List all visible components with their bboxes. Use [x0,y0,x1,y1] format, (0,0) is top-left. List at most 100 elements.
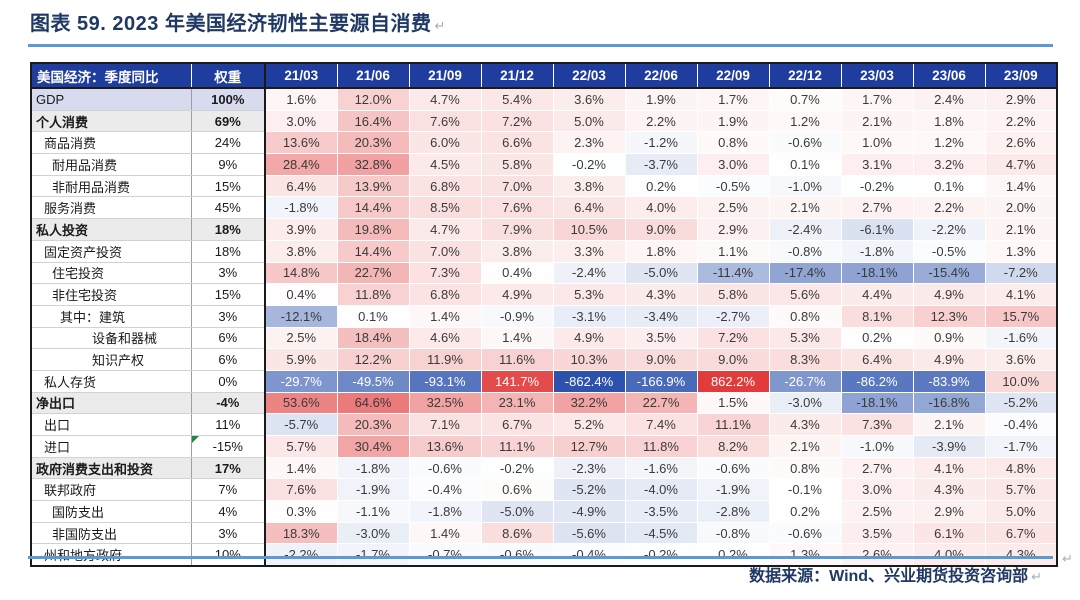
value-cell: -2.4% [553,262,626,285]
value-cell: -0.4% [409,478,482,502]
value-cell: 4.7% [409,218,482,241]
value-cell: -0.6% [769,131,842,155]
value-cell: 11.1% [697,413,770,436]
value-cell: 12.7% [553,435,626,458]
value-cell: 6.0% [409,131,482,155]
value-cell: 0.8% [769,457,842,480]
value-cell: -3.1% [553,305,626,328]
table-row: 耐用品消费 9% 28.4% 32.8% 4.5% 5.8% -0.2% -3.7% 3.0% 0… [31,153,1058,176]
value-cell: -15.4% [913,262,986,285]
weight-cell: 18% [191,240,266,263]
weight-cell: -15% [191,435,266,458]
economy-table-grid: 美国经济：季度同比 权重 21/03 21/06 21/09 21/12 22/03 22/0… [30,62,1058,568]
value-cell: 4.9% [913,283,986,306]
table-row: 住宅投资 3% 14.8% 22.7% 7.3% 0.4% -2.4% -5.0% -11.4%… [31,262,1058,285]
value-cell: -7.2% [985,262,1058,285]
value-cell: -1.9% [697,478,770,502]
value-cell: -1.9% [337,478,410,502]
value-cell: 1.9% [697,110,770,133]
value-cell: 5.7% [265,435,338,458]
value-cell: 0.1% [337,305,410,328]
value-cell: 30.4% [337,435,410,458]
value-cell: 6.4% [553,196,626,220]
value-cell: 1.4% [985,175,1058,198]
value-cell: 5.7% [985,478,1058,502]
value-cell: 12.2% [337,348,410,371]
value-cell: 13.9% [337,175,410,198]
value-cell: 1.9% [625,88,698,111]
value-cell: 3.0% [697,153,770,176]
value-cell: 7.2% [481,110,554,133]
value-cell: -5.2% [553,478,626,502]
weight-cell: 9% [191,153,266,176]
value-cell: 7.4% [625,413,698,436]
value-cell: 6.4% [841,348,914,371]
value-cell: 6.7% [481,413,554,436]
value-cell: 11.1% [481,435,554,458]
row-label-cell: 住宅投资 [31,262,192,285]
table-row: 服务消费 45% -1.8% 14.4% 8.5% 7.6% 6.4% 4.0% 2.5% 2.1… [31,196,1058,220]
row-label-cell: GDP [31,88,192,111]
value-cell: 1.4% [265,457,338,480]
value-cell: 5.4% [481,88,554,111]
weight-cell: 4% [191,500,266,523]
value-cell: -0.9% [481,305,554,328]
value-cell: 4.9% [481,283,554,306]
value-cell: -5.7% [265,413,338,436]
value-cell: 0.4% [265,283,338,306]
value-cell: -4.0% [625,478,698,502]
value-cell: -0.4% [985,413,1058,436]
paragraph-mark-icon: ↵ [434,18,446,33]
value-cell: -2.3% [553,457,626,480]
weight-cell: 17% [191,457,266,480]
value-cell: 5.0% [553,110,626,133]
value-cell: 141.7% [481,370,554,393]
value-cell: 10.3% [553,348,626,371]
row-label-cell: 私人存货 [31,370,192,393]
footer-divider [28,556,1053,559]
value-cell: -6.1% [841,218,914,241]
weight-cell: 6% [191,327,266,350]
column-header-quarter: 21/03 [265,63,338,89]
weight-cell: 69% [191,110,266,133]
value-cell: -0.6% [409,457,482,480]
value-cell: 4.0% [625,196,698,220]
value-cell: 0.2% [697,543,770,567]
figure-title: 图表 59. 2023 年美国经济韧性主要源自消费 ↵ [30,7,446,36]
value-cell: 0.2% [625,175,698,198]
value-cell: 2.2% [625,110,698,133]
value-cell: 6.1% [913,522,986,545]
table-row: 非国防支出 3% 18.3% -3.0% 1.4% 8.6% -5.6% -4.5% -0.8%… [31,522,1058,545]
value-cell: 4.9% [553,327,626,350]
value-cell: 2.5% [265,327,338,350]
value-cell: 2.9% [913,500,986,523]
row-label-cell: 非住宅投资 [31,283,192,306]
value-cell: 4.1% [913,457,986,480]
value-cell: 3.0% [265,110,338,133]
row-label-cell: 私人投资 [31,218,192,241]
value-cell: 64.6% [337,392,410,415]
value-cell: -2.8% [697,500,770,523]
value-cell: 0.7% [769,88,842,111]
value-cell: 53.6% [265,392,338,415]
value-cell: 0.2% [769,500,842,523]
value-cell: 3.5% [841,522,914,545]
column-header-quarter: 21/09 [409,63,482,89]
value-cell: 4.1% [985,283,1058,306]
value-cell: 4.3% [769,413,842,436]
row-label-cell: 政府消费支出和投资 [31,457,192,480]
value-cell: -4.5% [625,522,698,545]
weight-cell: 15% [191,175,266,198]
value-cell: -0.6% [697,457,770,480]
value-cell: 3.6% [553,88,626,111]
value-cell: 11.6% [481,348,554,371]
value-cell: 3.8% [553,175,626,198]
value-cell: 10.0% [985,370,1058,393]
value-cell: 2.6% [985,131,1058,155]
value-cell: -0.2% [553,153,626,176]
value-cell: 6.6% [481,131,554,155]
weight-cell: 24% [191,131,266,155]
header-row: 美国经济：季度同比 权重 21/03 21/06 21/09 21/12 22/03 22/0… [31,63,1058,89]
value-cell: 3.8% [481,240,554,263]
table-row: 知识产权 6% 5.9% 12.2% 11.9% 11.6% 10.3% 9.0% 9.0% 8.… [31,348,1058,371]
